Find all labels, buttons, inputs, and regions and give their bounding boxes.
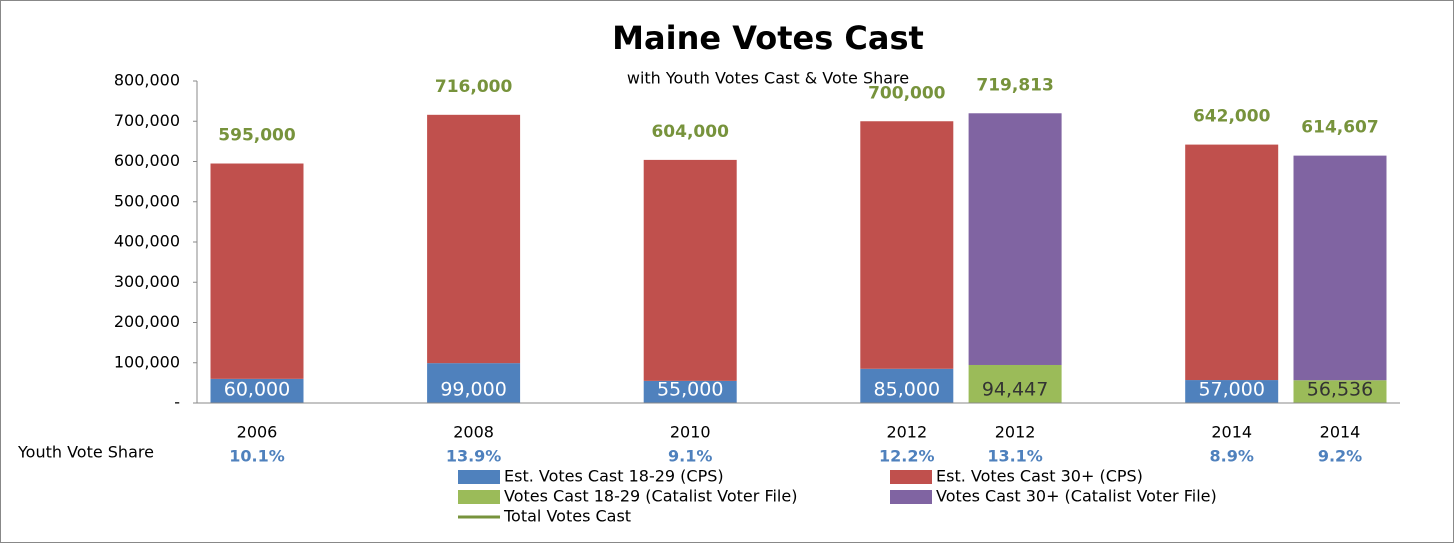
row-label: Youth Vote Share (17, 443, 154, 462)
bar-segment (427, 363, 521, 403)
legend-swatch (890, 470, 932, 484)
data-label: 94,447 (982, 379, 1048, 401)
bar-segment (643, 380, 737, 403)
y-tick-label: 800,000 (114, 71, 180, 90)
vote-share-label: 9.1% (668, 447, 712, 466)
legend-swatch (458, 490, 500, 504)
bar-segment (1293, 155, 1387, 381)
x-tick-label: 2014 (1320, 423, 1361, 442)
x-tick-label: 2014 (1211, 423, 1252, 442)
bar-segment (1185, 380, 1279, 403)
total-label: 595,000 (218, 126, 296, 146)
legend-label: Votes Cast 18-29 (Catalist Voter File) (504, 487, 797, 506)
data-label: 85,000 (874, 379, 940, 401)
total-label: 719,813 (976, 75, 1053, 95)
total-label: 700,000 (868, 83, 946, 103)
bar-segment (210, 378, 304, 403)
chart-title: Maine Votes Cast (612, 19, 924, 57)
y-tick-label: 400,000 (114, 232, 180, 251)
bar-segment (860, 121, 954, 369)
data-label: 56,536 (1307, 379, 1373, 401)
total-label: 604,000 (651, 122, 729, 142)
x-tick-label: 2012 (995, 423, 1036, 442)
bar-segment (860, 368, 954, 403)
x-tick-label: 2010 (670, 423, 711, 442)
legend-swatch (458, 470, 500, 484)
legend-label: Est. Votes Cast 30+ (CPS) (936, 467, 1143, 486)
data-label: 99,000 (440, 379, 506, 401)
x-tick-label: 2008 (453, 423, 494, 442)
legend-swatch (890, 490, 932, 504)
y-tick-label: 300,000 (114, 272, 180, 291)
vote-share-label: 13.1% (987, 447, 1043, 466)
vote-share-label: 12.2% (879, 447, 935, 466)
legend-label: Votes Cast 30+ (Catalist Voter File) (936, 487, 1217, 506)
x-tick-label: 2012 (886, 423, 927, 442)
vote-share-label: 9.2% (1318, 447, 1362, 466)
bar-segment (643, 159, 737, 381)
vote-share-label: 13.9% (446, 447, 502, 466)
data-label: 55,000 (657, 379, 723, 401)
total-label: 614,607 (1301, 118, 1378, 138)
total-label: 642,000 (1193, 107, 1271, 127)
vote-share-label: 10.1% (229, 447, 285, 466)
legend-label: Total Votes Cast (503, 507, 631, 526)
y-tick-label: 200,000 (114, 312, 180, 331)
chart-subtitle: with Youth Votes Cast & Vote Share (627, 69, 909, 88)
bar-segment (210, 163, 304, 379)
bar-segment (968, 113, 1062, 365)
vote-share-label: 8.9% (1210, 447, 1254, 466)
data-label: 60,000 (224, 379, 290, 401)
y-tick-label: 700,000 (114, 111, 180, 130)
y-tick-label: 600,000 (114, 151, 180, 170)
bar-segment (1185, 144, 1279, 381)
y-tick-label: 100,000 (114, 352, 180, 371)
data-label: 57,000 (1198, 379, 1264, 401)
y-tick-label: - (174, 393, 180, 412)
bar-segment (427, 114, 521, 364)
legend-label: Est. Votes Cast 18-29 (CPS) (504, 467, 724, 486)
x-tick-label: 2006 (237, 423, 278, 442)
y-tick-label: 500,000 (114, 191, 180, 210)
bar-segment (1293, 380, 1387, 403)
total-label: 716,000 (435, 77, 513, 97)
bar-segment (968, 364, 1062, 403)
